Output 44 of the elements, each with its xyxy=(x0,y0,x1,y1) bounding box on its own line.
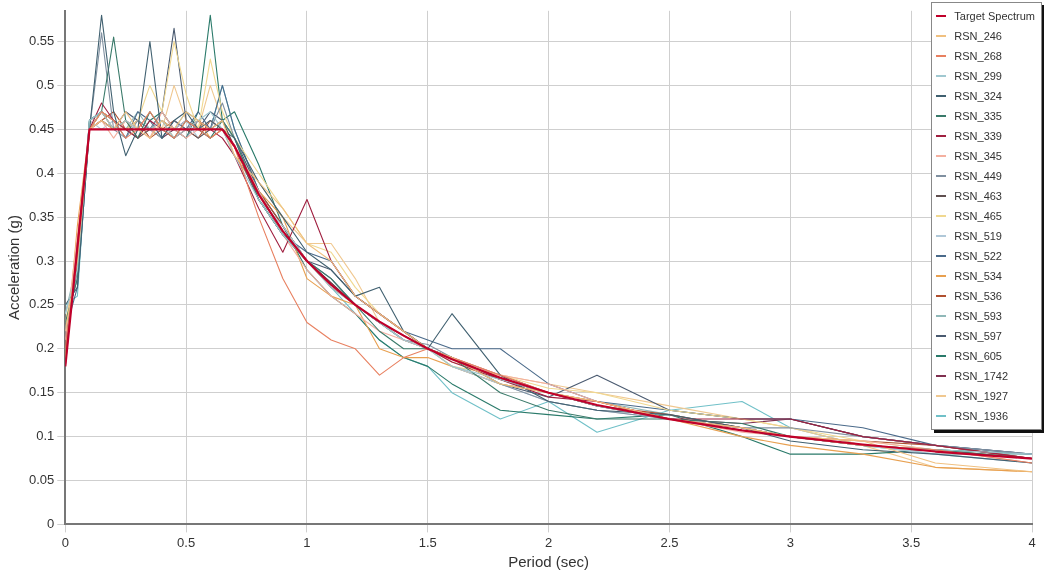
x-tick-label: 2.5 xyxy=(660,534,679,550)
legend-label: RSN_339 xyxy=(954,129,1002,144)
legend-label: RSN_268 xyxy=(954,49,1002,64)
legend-label: RSN_593 xyxy=(954,309,1002,324)
legend-label: RSN_519 xyxy=(954,229,1002,244)
legend-label: RSN_345 xyxy=(954,149,1002,164)
legend-label: RSN_605 xyxy=(954,349,1002,364)
y-tick-label: 0.15 xyxy=(28,384,55,400)
legend-label: Target Spectrum xyxy=(954,9,1035,24)
x-tick-label: 2 xyxy=(545,534,553,550)
y-axis-title: Acceleration (g) xyxy=(5,215,23,321)
y-tick-label: 0.1 xyxy=(36,428,55,444)
y-tick-label: 0.5 xyxy=(36,77,55,92)
legend-label: RSN_449 xyxy=(954,169,1002,184)
y-tick-label: 0 xyxy=(47,515,55,531)
legend-label: RSN_1927 xyxy=(954,389,1009,404)
y-tick-label: 0.3 xyxy=(36,252,55,268)
x-tick-label: 0 xyxy=(61,534,69,550)
legend-label: RSN_335 xyxy=(954,109,1002,124)
x-tick-label: 3 xyxy=(786,534,794,550)
y-tick-label: 0.2 xyxy=(36,340,55,356)
x-tick-label: 3.5 xyxy=(902,534,921,550)
x-tick-label: 1.5 xyxy=(418,534,437,550)
legend-label: RSN_463 xyxy=(954,189,1002,204)
legend-label: RSN_1742 xyxy=(954,369,1009,384)
y-tick-label: 0.35 xyxy=(28,208,55,224)
legend-label: RSN_534 xyxy=(954,269,1002,284)
legend-label: RSN_1936 xyxy=(954,409,1009,424)
legend-label: RSN_597 xyxy=(954,329,1002,344)
legend-label: RSN_536 xyxy=(954,289,1002,304)
y-tick-label: 0.4 xyxy=(36,164,55,180)
x-tick-label: 4 xyxy=(1028,534,1036,550)
y-tick-label: 0.25 xyxy=(28,296,55,312)
legend-label: RSN_246 xyxy=(954,29,1002,44)
legend-label: RSN_465 xyxy=(954,209,1002,224)
legend-label: RSN_299 xyxy=(954,69,1002,84)
x-axis-title: Period (sec) xyxy=(508,553,590,571)
y-tick-label: 0.05 xyxy=(28,472,55,488)
x-tick-label: 1 xyxy=(303,534,311,550)
y-tick-label: 0.45 xyxy=(28,120,55,136)
x-tick-label: 0.5 xyxy=(177,534,196,550)
y-tick-label: 0.55 xyxy=(28,33,55,49)
legend-label: RSN_324 xyxy=(954,89,1002,104)
legend-label: RSN_522 xyxy=(954,249,1002,264)
